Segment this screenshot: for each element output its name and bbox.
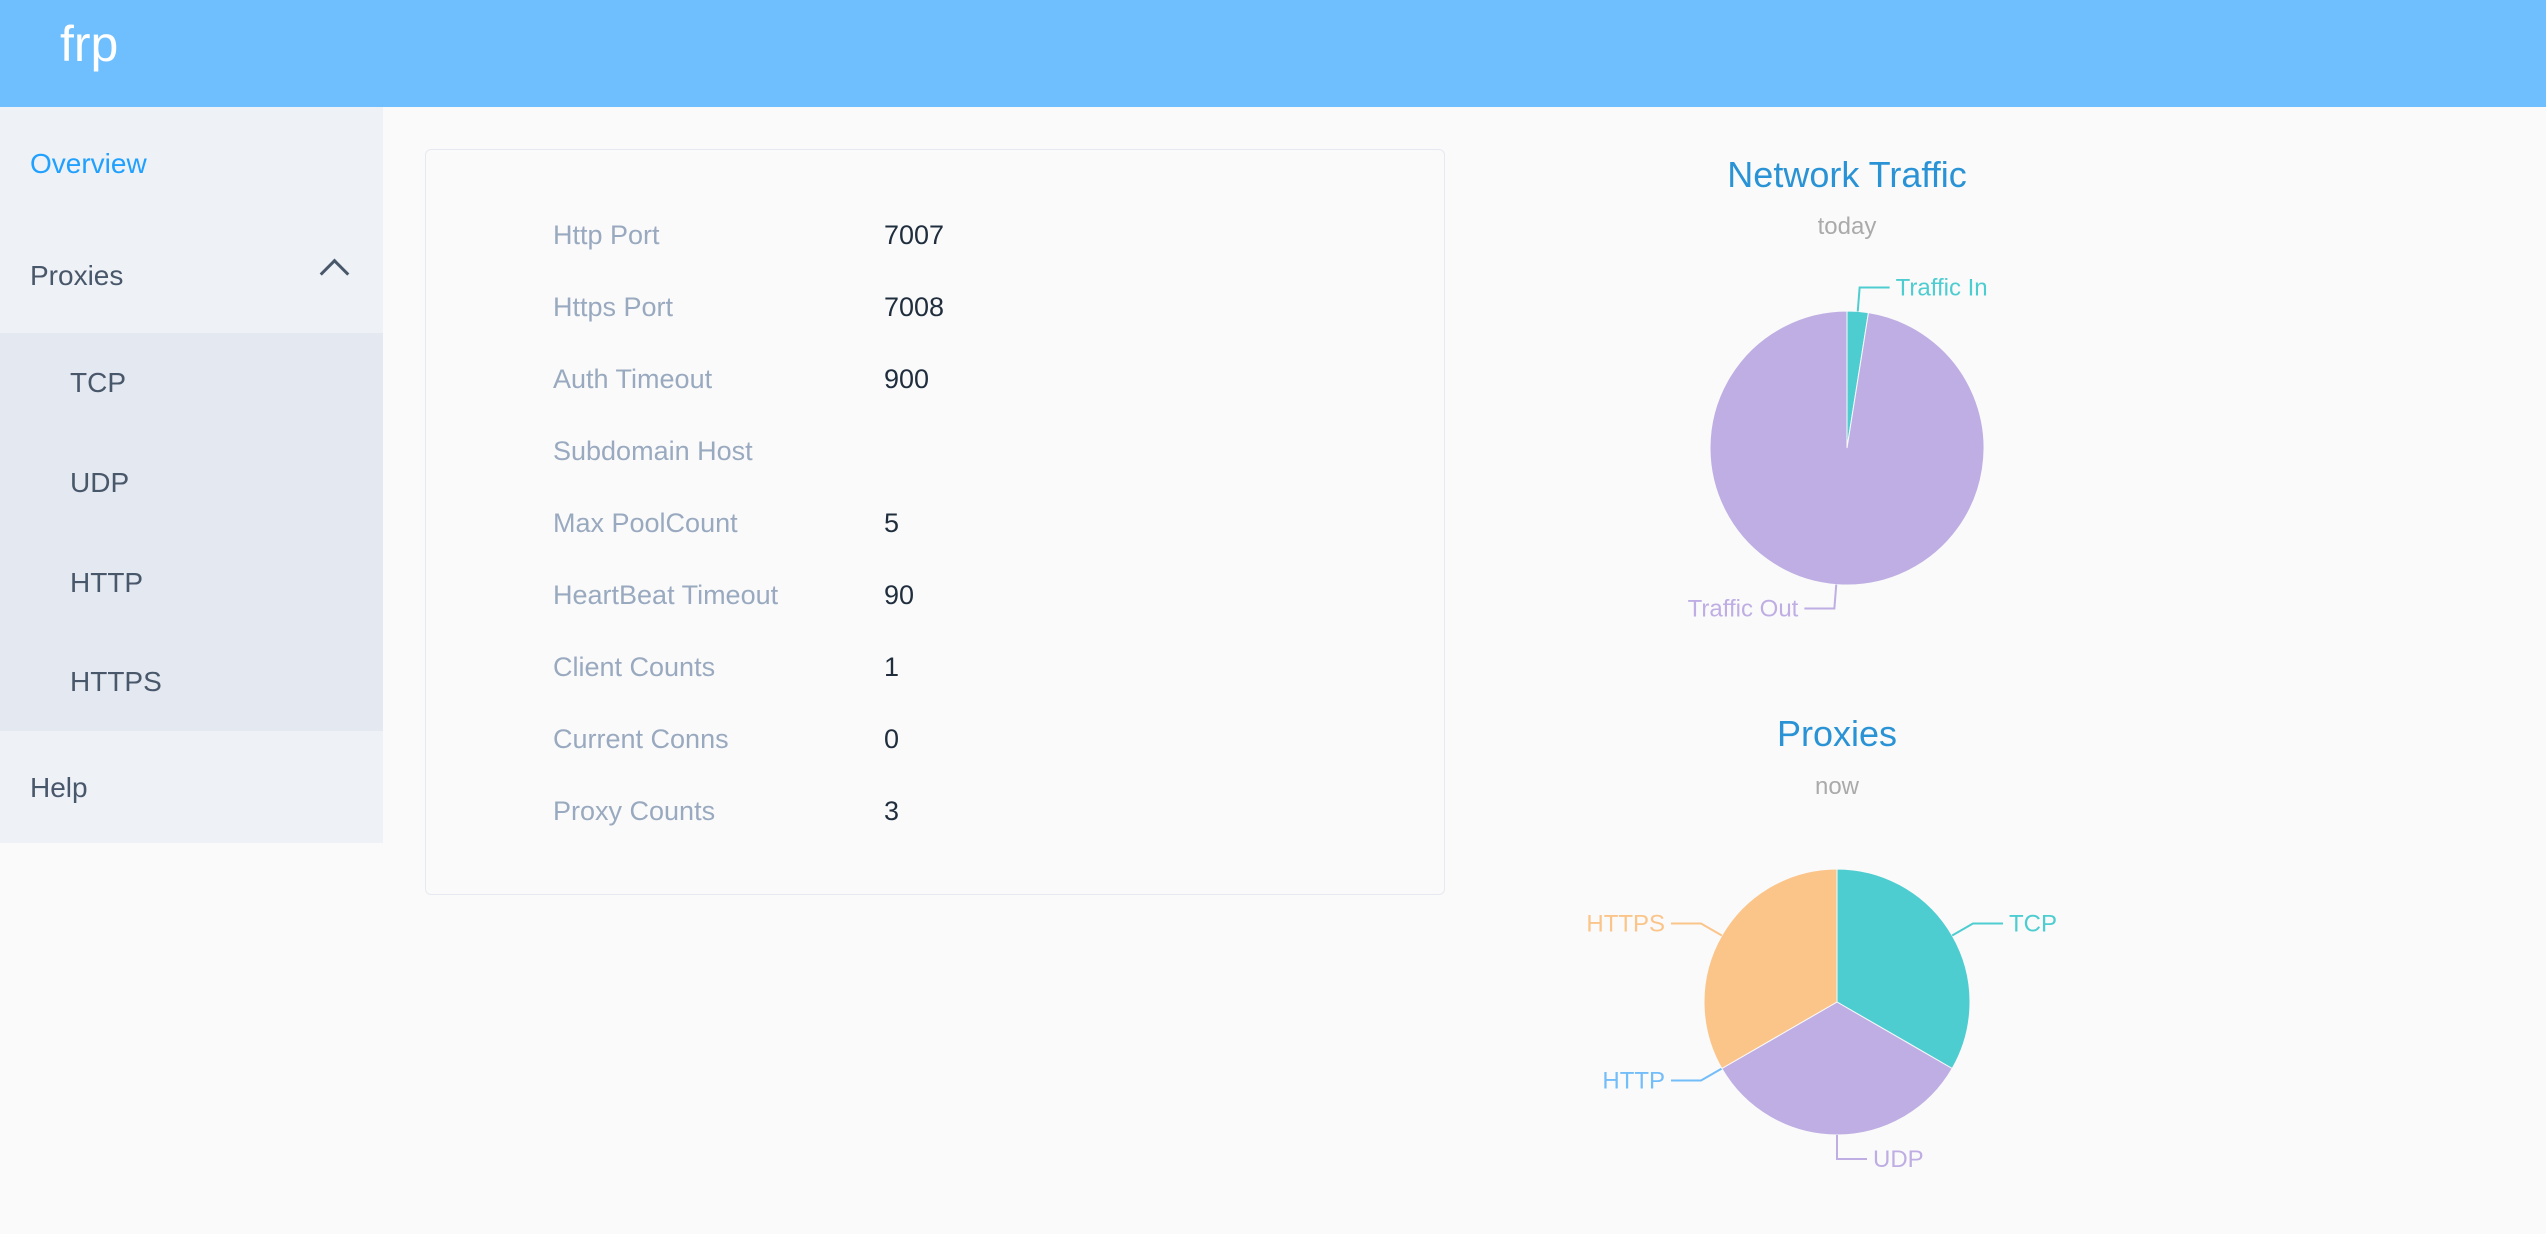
sidebar: Overview Proxies TCP UDP HTTP HTTPS Help [0,107,383,843]
info-row: Https Port 7008 [553,282,944,332]
pie-slice-https[interactable] [1703,868,1838,1070]
sidebar-item-label: Proxies [30,260,124,291]
info-value: 7008 [884,291,945,322]
info-value: 900 [884,363,930,394]
sidebar-item-tcp[interactable]: TCP [0,333,383,432]
info-row: Client Counts 1 [553,642,899,692]
info-row: Max PoolCount 5 [553,498,899,548]
info-value: 3 [884,795,900,826]
slice-label: HTTPS [1586,911,1665,938]
pie-slice-tcp[interactable] [1836,868,1971,1070]
info-row: HeartBeat Timeout 90 [553,570,914,620]
info-row: Subdomain Host [553,426,884,476]
info-row: Proxy Counts 3 [553,786,899,836]
label-line [1671,922,1723,937]
label-line [1951,922,2003,937]
pie-slice-traffic-out[interactable] [1709,310,1985,586]
info-label: Current Conns [553,723,729,754]
info-value: 1 [884,651,900,682]
sidebar-item-proxies[interactable]: Proxies [0,221,383,331]
info-label: HeartBeat Timeout [553,579,779,610]
chart-title: Proxies [1777,713,1897,754]
sidebar-item-label: Help [30,772,88,803]
info-label: Max PoolCount [553,507,738,538]
slice-label: UDP [1873,1146,1924,1173]
brand-logo[interactable]: frp [60,16,119,72]
info-value: 90 [884,579,915,610]
sidebar-item-label: TCP [70,366,126,398]
info-value: 5 [884,507,900,538]
label-line [1836,1135,1867,1160]
info-label: Http Port [553,219,660,250]
info-row: Current Conns 0 [553,714,899,764]
top-header: frp [0,0,2546,107]
sidebar-item-label: HTTP [70,566,144,598]
info-value: 7007 [884,219,945,250]
sidebar-item-overview[interactable]: Overview [0,109,383,219]
info-label: Subdomain Host [553,435,753,466]
chart-subtitle: today [1818,213,1877,240]
sidebar-item-help[interactable]: Help [0,733,383,843]
sidebar-item-label: UDP [70,466,130,498]
sidebar-item-https[interactable]: HTTPS [0,632,383,731]
label-line [1671,1067,1723,1082]
chart-title: Network Traffic [1727,154,1966,195]
proxies-submenu: TCP UDP HTTP HTTPS [0,333,383,731]
info-label: Https Port [553,291,674,322]
info-label: Proxy Counts [553,795,716,826]
sidebar-item-label: HTTPS [70,665,162,697]
info-row: Http Port 7007 [553,210,944,260]
slice-label: TCP [2009,911,2057,938]
slice-label: HTTP [1602,1068,1665,1095]
sidebar-item-udp[interactable]: UDP [0,433,383,532]
info-label: Client Counts [553,651,716,682]
slice-label: Traffic Out [1688,596,1799,623]
label-line [1804,584,1838,610]
pie-slice-udp[interactable] [1721,1001,1953,1136]
info-row: Auth Timeout 900 [553,354,929,404]
chart-subtitle: now [1815,773,1860,800]
info-label: Auth Timeout [553,363,713,394]
slice-label: Traffic In [1896,274,1988,301]
label-line [1856,286,1890,312]
info-value: 0 [884,723,900,754]
sidebar-item-label: Overview [30,148,147,179]
sidebar-item-http[interactable]: HTTP [0,533,383,632]
server-info-card: Http Port 7007 Https Port 7008 Auth Timeout 9… [425,149,1445,895]
